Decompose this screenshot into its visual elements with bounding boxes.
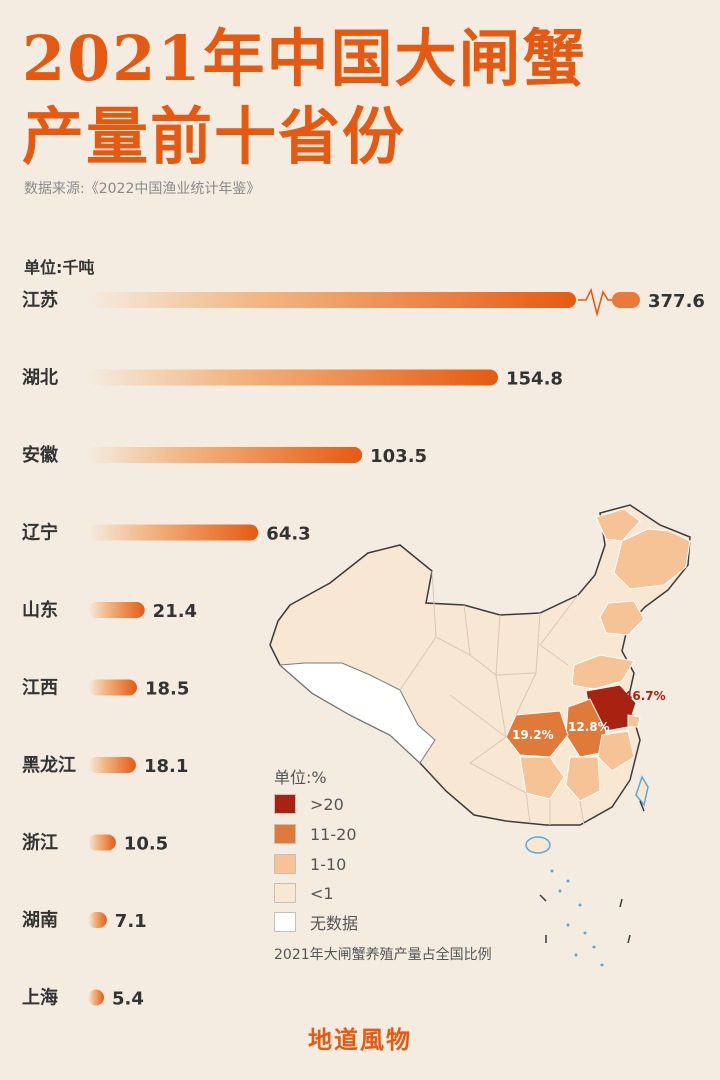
legend-item-no-data: 无数据 <box>274 912 359 933</box>
bar <box>88 602 145 618</box>
data-source: 数据来源:《2022中国渔业统计年鉴》 <box>24 181 261 197</box>
legend-swatch <box>274 854 296 874</box>
bar <box>88 447 363 463</box>
bar-value-label: 377.6 <box>648 291 705 312</box>
map-south-sea-islands <box>550 869 604 967</box>
legend-item-lt1: <1 <box>274 883 334 903</box>
bar <box>88 834 116 851</box>
legend-label: 1-10 <box>310 854 347 874</box>
map-region-jiangxi <box>565 756 601 802</box>
map-region-tibet <box>278 662 436 764</box>
bar-category-label: 黑龙江 <box>22 754 76 776</box>
map-region-taiwan <box>635 775 649 807</box>
bar-category-label: 湖南 <box>22 909 58 931</box>
map-region-liaoning <box>599 600 645 636</box>
bar-value-label: 5.4 <box>112 989 144 1010</box>
bar-category-label: 江苏 <box>22 289 58 311</box>
map-province-borders <box>399 570 585 826</box>
bar <box>88 989 104 1006</box>
map-region-heilongjiang <box>613 528 691 590</box>
map-region-hunan <box>519 756 565 800</box>
bar-category-label: 辽宁 <box>22 522 58 544</box>
legend-label: <1 <box>310 883 334 903</box>
map-region-northeast-top <box>595 508 641 542</box>
bar-category-label: 山东 <box>22 599 58 621</box>
axis-break-mark <box>578 287 613 318</box>
bar-value-label: 21.4 <box>153 601 197 622</box>
bar-value-label: 154.8 <box>506 369 563 390</box>
bar <box>88 292 576 308</box>
bar-value-label: 7.1 <box>115 911 147 932</box>
legend-item-gt20: >20 <box>274 794 344 814</box>
legend-label: >20 <box>310 794 344 814</box>
legend-label: 无数据 <box>310 914 359 933</box>
page-title-line-1: 2021年中国大闸蟹 <box>22 22 587 95</box>
bar-value-label: 103.5 <box>370 446 427 467</box>
legend-swatch <box>274 912 296 932</box>
map-region-zhejiang <box>597 730 635 772</box>
bar <box>88 912 107 928</box>
legend-item-11-20: 11-20 <box>274 824 357 844</box>
bar-value-label: 18.5 <box>145 679 189 700</box>
bar-value-label: 10.5 <box>124 834 168 855</box>
map-region-shanghai <box>627 714 641 728</box>
map-region-shandong <box>571 654 635 690</box>
bar <box>88 524 259 541</box>
brand-logo-text: 地道風物 <box>308 1025 412 1054</box>
map-region-hainan <box>525 836 551 854</box>
legend-swatch <box>274 824 296 844</box>
legend-swatch <box>274 794 296 814</box>
bar-value-label: 64.3 <box>266 524 310 545</box>
page-title-line-2: 产量前十省份 <box>22 100 407 173</box>
bar-category-label: 浙江 <box>22 832 58 854</box>
bar-category-label: 安徽 <box>22 444 59 466</box>
legend-label: 11-20 <box>310 824 357 844</box>
bar-category-label: 上海 <box>22 987 58 1009</box>
map-nine-dash-line <box>539 800 645 944</box>
map-label-anhui: 12.8% <box>568 720 610 734</box>
map-caption: 2021年大闸蟹养殖产量占全国比例 <box>274 947 492 963</box>
bar-tail <box>612 292 640 308</box>
bar <box>88 679 137 696</box>
map-label-jiangsu: 46.7% <box>624 689 666 703</box>
bar-unit-label: 单位:千吨 <box>24 258 95 277</box>
legend-swatch <box>274 883 296 903</box>
map-label-hubei: 19.2% <box>512 728 554 742</box>
bar <box>88 757 136 773</box>
legend-item-1-10: 1-10 <box>274 854 346 874</box>
china-map: 46.7% 19.2% 12.8% <box>269 504 691 967</box>
bar-category-label: 湖北 <box>22 368 58 389</box>
bar <box>88 369 498 386</box>
bar-category-label: 江西 <box>22 678 58 699</box>
map-legend-title: 单位:% <box>274 768 327 787</box>
bar-value-label: 18.1 <box>144 756 188 777</box>
